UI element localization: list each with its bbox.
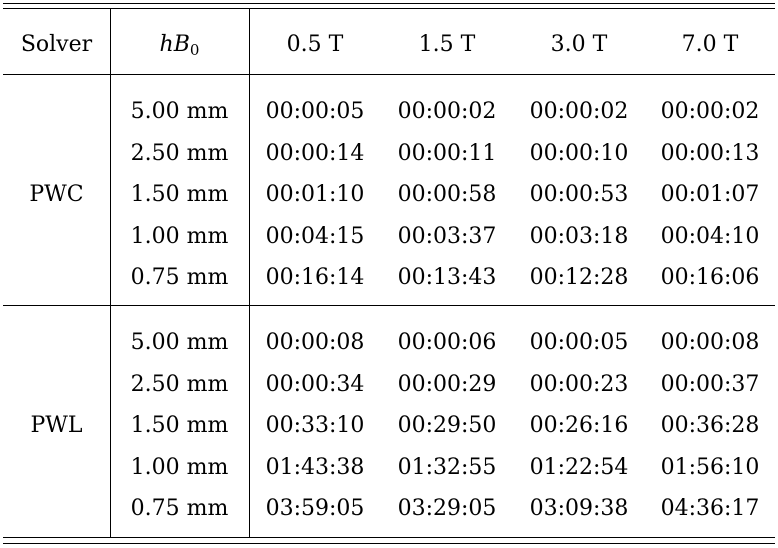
- time-cell: 00:00:23: [529, 371, 629, 397]
- time-cell: 00:00:14: [265, 140, 365, 166]
- header-field-2: 1.5 T: [418, 32, 476, 57]
- mesh-size-cell: 1.50 mm: [130, 413, 229, 438]
- mesh-size-cell: 2.50 mm: [130, 140, 229, 166]
- time-cell: 00:00:34: [265, 371, 365, 397]
- mesh-size-cell: 2.50 mm: [130, 371, 229, 397]
- time-cell: 01:32:55: [397, 454, 497, 480]
- solver-label-pwl: PWL: [30, 413, 83, 438]
- time-cell: 00:01:07: [660, 182, 760, 207]
- time-cell: 00:00:29: [397, 371, 497, 397]
- time-cell: 03:29:05: [397, 496, 497, 521]
- header-mesh-size: hB0: [110, 32, 249, 63]
- mesh-size-cell: 5.00 mm: [130, 99, 229, 124]
- time-cell: 00:00:58: [397, 182, 497, 207]
- mesh-size-cell: 1.00 mm: [130, 223, 229, 249]
- group-divider-rule: [3, 305, 775, 306]
- time-cell: 00:12:28: [529, 265, 629, 290]
- bottom-rule-inner: [3, 537, 775, 538]
- top-rule-outer: [3, 3, 775, 4]
- header-h-subscript: 0: [189, 41, 200, 59]
- time-cell: 00:00:06: [397, 330, 497, 355]
- time-cell: 00:26:16: [529, 413, 629, 438]
- time-cell: 00:00:02: [529, 99, 629, 124]
- solver-label-pwc: PWC: [29, 182, 84, 207]
- time-cell: 00:16:06: [660, 265, 760, 290]
- mesh-size-cell: 5.00 mm: [130, 330, 229, 355]
- time-cell: 00:36:28: [660, 413, 760, 438]
- time-cell: 03:09:38: [529, 496, 629, 521]
- time-cell: 00:00:02: [660, 99, 760, 124]
- top-rule-inner: [3, 8, 775, 9]
- time-cell: 00:00:05: [265, 99, 365, 124]
- time-cell: 00:04:15: [265, 223, 365, 249]
- bottom-rule-outer: [3, 543, 775, 544]
- time-cell: 00:16:14: [265, 265, 365, 290]
- header-field-3: 3.0 T: [550, 32, 608, 57]
- time-cell: 00:04:10: [660, 223, 760, 249]
- header-solver: Solver: [20, 32, 93, 57]
- time-cell: 00:00:05: [529, 330, 629, 355]
- header-h-symbol: hB: [159, 32, 190, 57]
- header-rule: [3, 74, 775, 75]
- time-cell: 01:56:10: [660, 454, 760, 480]
- header-field-4: 7.0 T: [681, 32, 739, 57]
- time-cell: 00:00:08: [660, 330, 760, 355]
- time-cell: 00:00:08: [265, 330, 365, 355]
- mesh-size-cell: 1.50 mm: [130, 182, 229, 207]
- time-cell: 01:22:54: [529, 454, 629, 480]
- time-cell: 00:03:18: [529, 223, 629, 249]
- h-column-rule: [249, 9, 250, 537]
- time-cell: 03:59:05: [265, 496, 365, 521]
- time-cell: 00:33:10: [265, 413, 365, 438]
- time-cell: 00:13:43: [397, 265, 497, 290]
- time-cell: 00:00:53: [529, 182, 629, 207]
- mesh-size-cell: 1.00 mm: [130, 454, 229, 480]
- time-cell: 00:00:02: [397, 99, 497, 124]
- header-field-1: 0.5 T: [286, 32, 344, 57]
- mesh-size-cell: 0.75 mm: [130, 265, 229, 290]
- time-cell: 00:03:37: [397, 223, 497, 249]
- time-cell: 00:29:50: [397, 413, 497, 438]
- time-cell: 01:43:38: [265, 454, 365, 480]
- mesh-size-cell: 0.75 mm: [130, 496, 229, 521]
- time-cell: 00:00:13: [660, 140, 760, 166]
- time-cell: 00:01:10: [265, 182, 365, 207]
- solver-column-rule: [110, 9, 111, 537]
- time-cell: 04:36:17: [660, 496, 760, 521]
- time-cell: 00:00:37: [660, 371, 760, 397]
- time-cell: 00:00:11: [397, 140, 497, 166]
- time-cell: 00:00:10: [529, 140, 629, 166]
